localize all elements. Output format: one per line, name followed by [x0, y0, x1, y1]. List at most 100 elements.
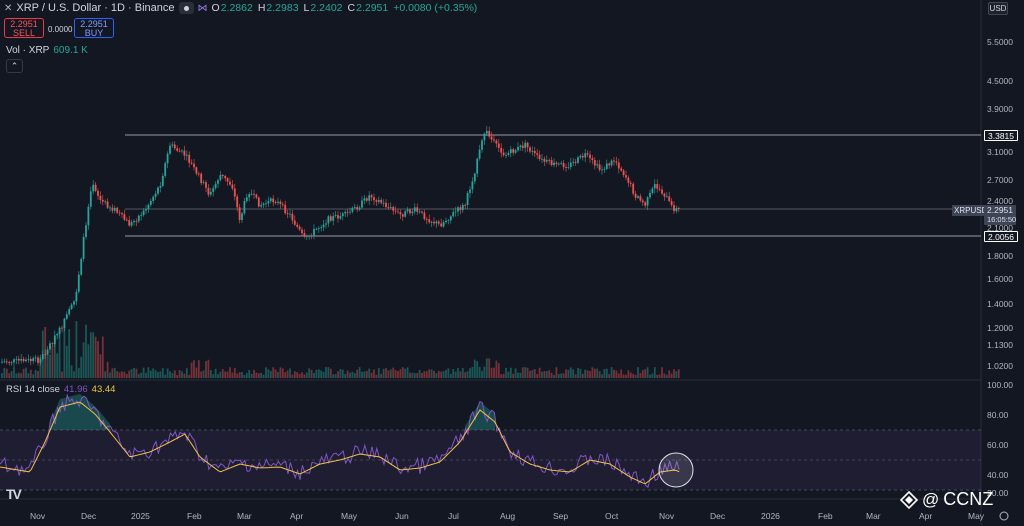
volume-bar — [641, 370, 644, 378]
candle-body — [658, 188, 661, 190]
candle-body — [317, 227, 320, 229]
volume-bar — [226, 371, 229, 378]
candle-body — [161, 175, 164, 186]
rsi-overbought-area — [50, 394, 110, 430]
rsi-band — [0, 430, 981, 490]
volume-bar — [637, 367, 639, 378]
buy-label: BUY — [84, 28, 104, 38]
candle-body — [586, 153, 589, 155]
candle-body — [32, 358, 35, 362]
candle-body — [15, 358, 18, 360]
volume-bar — [34, 369, 37, 378]
candle-body — [257, 197, 260, 207]
volume-bar — [627, 370, 630, 378]
candle-body — [370, 195, 373, 198]
volume-bar — [171, 373, 174, 378]
volume-bar — [296, 372, 299, 378]
candle-body — [193, 163, 195, 168]
candle-body — [334, 215, 337, 217]
candle-body — [315, 228, 318, 230]
candle-body — [464, 204, 467, 206]
collapse-legend-button[interactable]: ⌃ — [6, 59, 23, 73]
volume-bar — [411, 372, 414, 378]
volume-bar — [519, 372, 522, 378]
volume-bar — [541, 371, 543, 378]
volume-bar — [344, 374, 347, 378]
candle-body — [399, 212, 402, 215]
volume-bar — [452, 369, 455, 378]
candle-body — [152, 196, 155, 201]
volume-bar — [253, 369, 255, 378]
candle-body — [41, 354, 44, 360]
volume-bar — [267, 369, 270, 378]
candle-body — [409, 209, 411, 214]
candle-body — [373, 197, 375, 201]
candle-body — [133, 220, 135, 223]
rsi-tick: 100.00 — [987, 380, 1013, 390]
candle-body — [137, 215, 140, 222]
volume-bar — [142, 367, 145, 378]
plugin-icon[interactable]: ⋈ — [197, 2, 208, 14]
volume-bar — [661, 367, 663, 378]
candle-body — [197, 173, 200, 175]
price-tick: 3.9000 — [987, 104, 1013, 114]
candle-body — [56, 334, 59, 336]
candle-body — [130, 222, 133, 226]
buy-price: 2.2951 — [80, 19, 108, 29]
eye-icon[interactable] — [178, 2, 194, 14]
volume-bar — [524, 367, 527, 378]
volume-bar — [130, 369, 133, 378]
candle-body — [253, 193, 255, 195]
candle-body — [274, 202, 277, 203]
candle-body — [296, 224, 299, 227]
buy-button[interactable]: 2.2951 BUY — [74, 18, 114, 38]
candle-body — [140, 215, 143, 216]
volume-bar — [356, 369, 359, 378]
candle-body — [505, 154, 507, 156]
candle-body — [267, 201, 270, 204]
symbol-title[interactable]: XRP / U.S. Dollar · 1D · Binance — [16, 2, 175, 14]
close-icon[interactable]: ✕ — [4, 2, 13, 14]
volume-bar — [178, 370, 181, 378]
candle-body — [569, 162, 572, 167]
volume-bar — [181, 371, 183, 378]
volume-bar — [625, 374, 627, 378]
sell-button[interactable]: 2.2951 SELL — [4, 18, 44, 38]
candle-body — [118, 212, 121, 214]
candle-body — [25, 359, 27, 362]
candle-body — [279, 201, 282, 204]
candle-body — [202, 182, 205, 184]
volume-bar — [229, 367, 231, 378]
candle-body — [63, 318, 66, 329]
volume-bar — [125, 373, 128, 378]
volume-bar — [651, 373, 654, 378]
candle-body — [589, 154, 591, 159]
spread-value: 0.0000 — [48, 25, 73, 34]
candle-body — [101, 199, 104, 202]
ccnz-watermark: @ CCNZ — [900, 489, 993, 510]
candle-body — [488, 130, 491, 137]
candle-body — [190, 162, 193, 164]
candle-body — [353, 207, 356, 208]
candle-body — [70, 304, 73, 309]
candle-body — [73, 301, 75, 305]
candle-body — [445, 220, 447, 223]
volume-bar — [298, 373, 301, 378]
candle-body — [541, 158, 543, 160]
candle-body — [241, 213, 243, 221]
volume-bar — [101, 336, 104, 378]
candle-body — [507, 153, 510, 155]
chevron-up-icon: ⌃ — [10, 60, 19, 71]
candle-body — [536, 153, 539, 155]
volume-bar — [37, 371, 39, 378]
volume-bar — [605, 368, 608, 378]
volume-bar — [257, 373, 260, 378]
candle-body — [555, 162, 558, 165]
candle-body — [421, 211, 423, 213]
volume-bar — [565, 369, 567, 378]
volume-bar — [250, 373, 253, 378]
resistance-price-label: 3.3815 — [984, 130, 1018, 141]
volume-bar — [92, 332, 95, 378]
currency-selector[interactable]: USD — [988, 2, 1008, 15]
